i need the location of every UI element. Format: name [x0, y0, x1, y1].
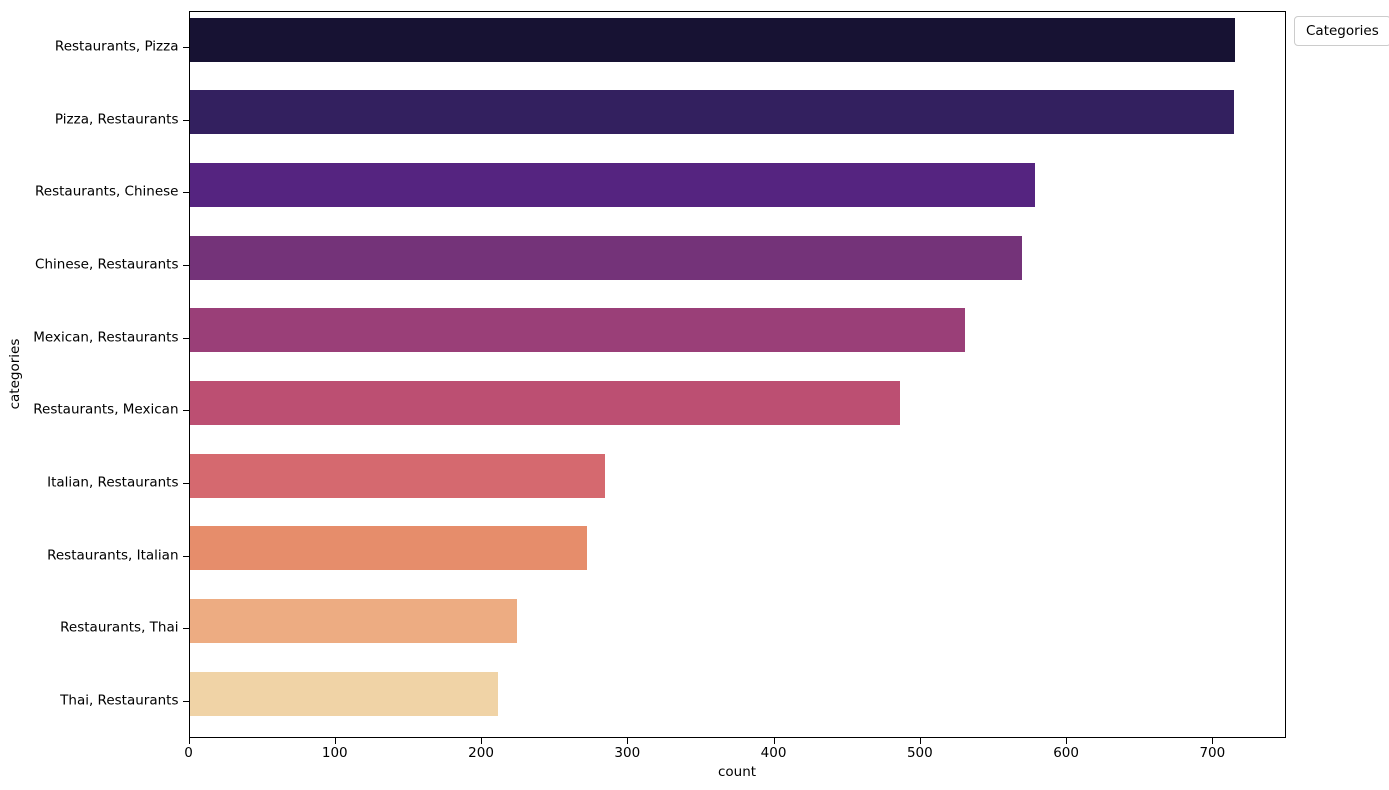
bar-mexican-restaurants	[189, 308, 965, 353]
x-tick-label: 400	[760, 744, 787, 761]
y-tick-label: Italian, Restaurants	[47, 474, 179, 491]
x-tick-label: 200	[468, 744, 494, 761]
x-tick-label: 700	[1199, 744, 1226, 761]
y-axis-label: categories	[7, 338, 23, 410]
y-tick	[182, 701, 189, 703]
y-tick	[182, 483, 189, 485]
y-tick-label: Restaurants, Mexican	[33, 401, 179, 418]
bar-restaurants-italian	[189, 526, 588, 571]
x-tick	[627, 737, 629, 744]
y-tick	[182, 337, 189, 339]
bar-chinese-restaurants	[189, 235, 1022, 280]
bar-pizza-restaurants	[189, 90, 1234, 135]
y-tick	[182, 192, 189, 194]
y-tick-label: Restaurants, Pizza	[54, 38, 179, 55]
bar-italian-restaurants	[189, 453, 605, 498]
y-tick-label: Restaurants, Italian	[47, 547, 179, 563]
x-tick-label: 100	[321, 744, 348, 761]
legend-title: Categories	[1306, 23, 1379, 39]
x-tick-label: 300	[614, 744, 641, 761]
x-tick	[919, 737, 921, 744]
x-tick-label: 600	[1053, 744, 1079, 761]
y-tick	[182, 410, 189, 412]
y-tick-label: Restaurants, Chinese	[35, 183, 179, 200]
y-tick-label: Mexican, Restaurants	[33, 328, 179, 345]
x-tick	[188, 737, 190, 744]
bar-restaurants-pizza	[189, 17, 1236, 62]
bar-thai-restaurants	[189, 671, 499, 716]
bar-restaurants-mexican	[189, 381, 901, 426]
y-tick-label: Chinese, Restaurants	[35, 256, 179, 273]
bar-restaurants-thai	[189, 599, 518, 644]
y-tick	[182, 46, 189, 48]
x-tick	[1066, 737, 1068, 744]
x-tick-label: 500	[906, 744, 933, 761]
x-axis-label: count	[717, 764, 757, 780]
x-tick	[773, 737, 775, 744]
y-tick	[182, 264, 189, 266]
bar-restaurants-chinese	[189, 162, 1035, 207]
x-tick-label: 0	[184, 744, 193, 761]
y-tick-label: Thai, Restaurants	[60, 692, 179, 709]
x-tick	[481, 737, 483, 744]
y-tick	[182, 628, 189, 630]
y-tick	[182, 555, 189, 557]
y-tick-label: Pizza, Restaurants	[54, 110, 179, 127]
y-tick	[182, 119, 189, 121]
x-tick	[1212, 737, 1214, 744]
legend: Categories	[1294, 16, 1389, 46]
y-tick-label: Restaurants, Thai	[60, 619, 179, 636]
x-tick	[334, 737, 336, 744]
